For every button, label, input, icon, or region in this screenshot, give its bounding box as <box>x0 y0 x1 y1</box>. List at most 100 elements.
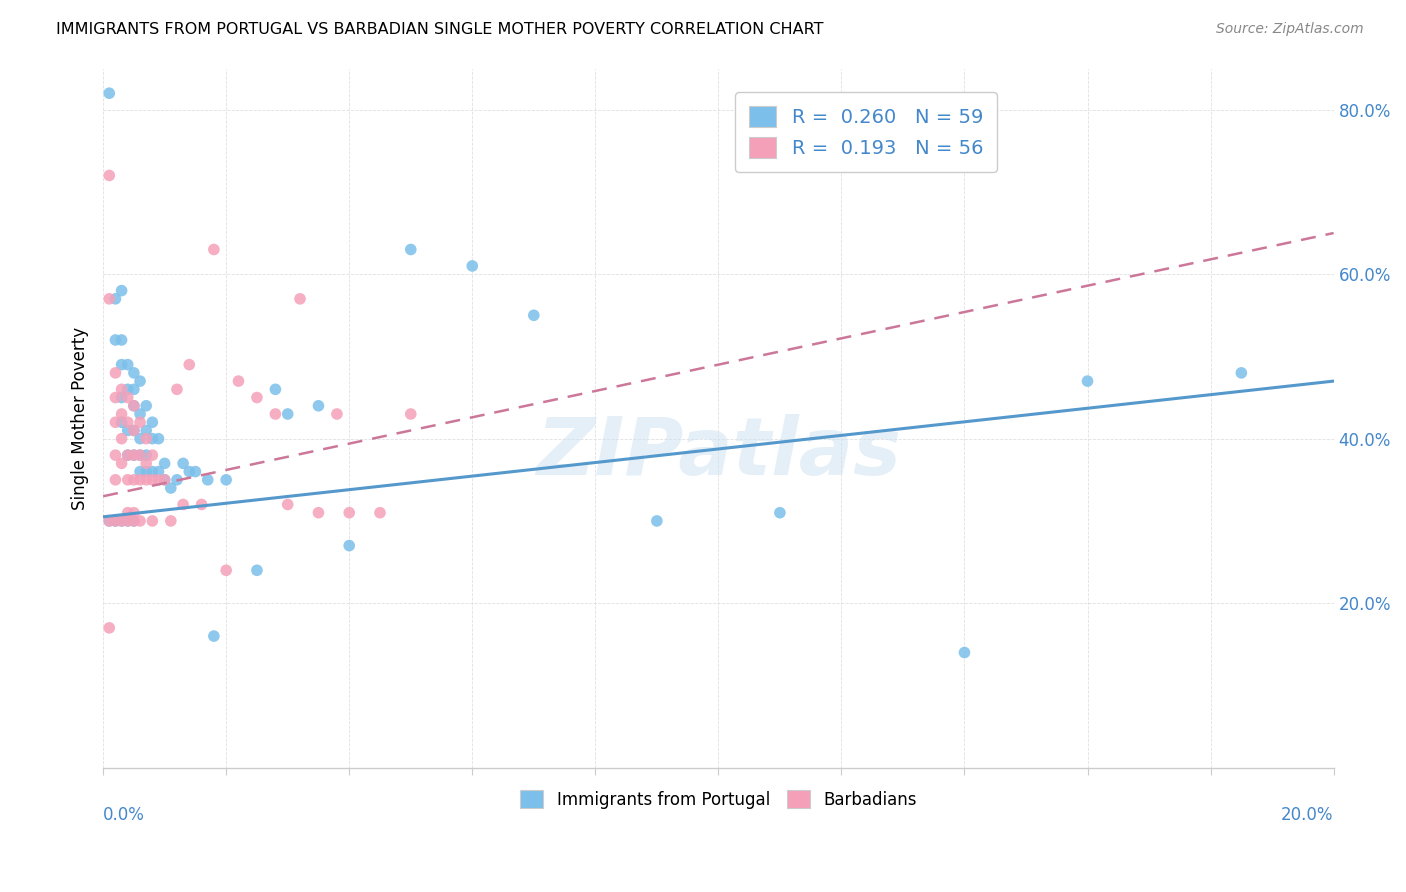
Point <box>141 448 163 462</box>
Point <box>148 432 170 446</box>
Point <box>129 415 152 429</box>
Point <box>129 432 152 446</box>
Point <box>368 506 391 520</box>
Point <box>104 333 127 347</box>
Point <box>246 391 269 405</box>
Point <box>104 448 127 462</box>
Point <box>122 514 145 528</box>
Point <box>215 563 238 577</box>
Point <box>110 333 132 347</box>
Point <box>122 473 145 487</box>
Point <box>117 514 139 528</box>
Point <box>122 448 145 462</box>
Point <box>399 243 422 257</box>
Point <box>129 448 152 462</box>
Point <box>135 465 157 479</box>
Point <box>122 506 145 520</box>
Point <box>110 358 132 372</box>
Point <box>98 292 121 306</box>
Point <box>202 243 225 257</box>
Point <box>117 424 139 438</box>
Point <box>104 366 127 380</box>
Point <box>122 399 145 413</box>
Point <box>1076 374 1098 388</box>
Point <box>104 415 127 429</box>
Point <box>129 407 152 421</box>
Point <box>1230 366 1253 380</box>
Point <box>129 473 152 487</box>
Point <box>179 465 201 479</box>
Point <box>110 391 132 405</box>
Point <box>141 432 163 446</box>
Point <box>110 514 132 528</box>
Point <box>104 391 127 405</box>
Point <box>135 424 157 438</box>
Point <box>117 382 139 396</box>
Point <box>264 407 287 421</box>
Text: 20.0%: 20.0% <box>1281 806 1334 824</box>
Point <box>277 498 299 512</box>
Point <box>135 399 157 413</box>
Point <box>117 391 139 405</box>
Point <box>122 366 145 380</box>
Text: Source: ZipAtlas.com: Source: ZipAtlas.com <box>1216 22 1364 37</box>
Point <box>104 514 127 528</box>
Point <box>166 473 188 487</box>
Point <box>172 456 194 470</box>
Point <box>172 498 194 512</box>
Point <box>117 358 139 372</box>
Point <box>117 514 139 528</box>
Point <box>110 284 132 298</box>
Point <box>135 473 157 487</box>
Point <box>122 424 145 438</box>
Point <box>141 465 163 479</box>
Point <box>117 415 139 429</box>
Point <box>166 382 188 396</box>
Point <box>129 514 152 528</box>
Point <box>110 382 132 396</box>
Point <box>953 646 976 660</box>
Point <box>277 407 299 421</box>
Point <box>129 448 152 462</box>
Legend: Immigrants from Portugal, Barbadians: Immigrants from Portugal, Barbadians <box>513 783 924 815</box>
Point <box>98 621 121 635</box>
Point <box>215 473 238 487</box>
Point <box>153 473 176 487</box>
Point <box>98 514 121 528</box>
Point <box>141 514 163 528</box>
Point <box>769 506 792 520</box>
Point <box>129 465 152 479</box>
Point <box>228 374 250 388</box>
Point <box>337 506 360 520</box>
Point <box>159 481 181 495</box>
Point <box>110 432 132 446</box>
Point <box>308 399 330 413</box>
Point <box>135 432 157 446</box>
Point <box>179 358 201 372</box>
Point <box>117 473 139 487</box>
Point <box>98 169 121 183</box>
Point <box>288 292 311 306</box>
Point <box>202 629 225 643</box>
Y-axis label: Single Mother Poverty: Single Mother Poverty <box>72 326 89 509</box>
Point <box>135 448 157 462</box>
Point <box>110 456 132 470</box>
Point <box>104 292 127 306</box>
Point <box>246 563 269 577</box>
Point <box>308 506 330 520</box>
Point <box>197 473 219 487</box>
Point <box>326 407 349 421</box>
Point <box>523 308 546 322</box>
Point <box>122 448 145 462</box>
Point <box>122 514 145 528</box>
Text: 0.0%: 0.0% <box>103 806 145 824</box>
Point <box>117 506 139 520</box>
Point <box>264 382 287 396</box>
Point <box>184 465 207 479</box>
Point <box>129 374 152 388</box>
Point <box>153 456 176 470</box>
Point <box>98 86 121 100</box>
Point <box>110 415 132 429</box>
Point <box>104 473 127 487</box>
Point <box>148 465 170 479</box>
